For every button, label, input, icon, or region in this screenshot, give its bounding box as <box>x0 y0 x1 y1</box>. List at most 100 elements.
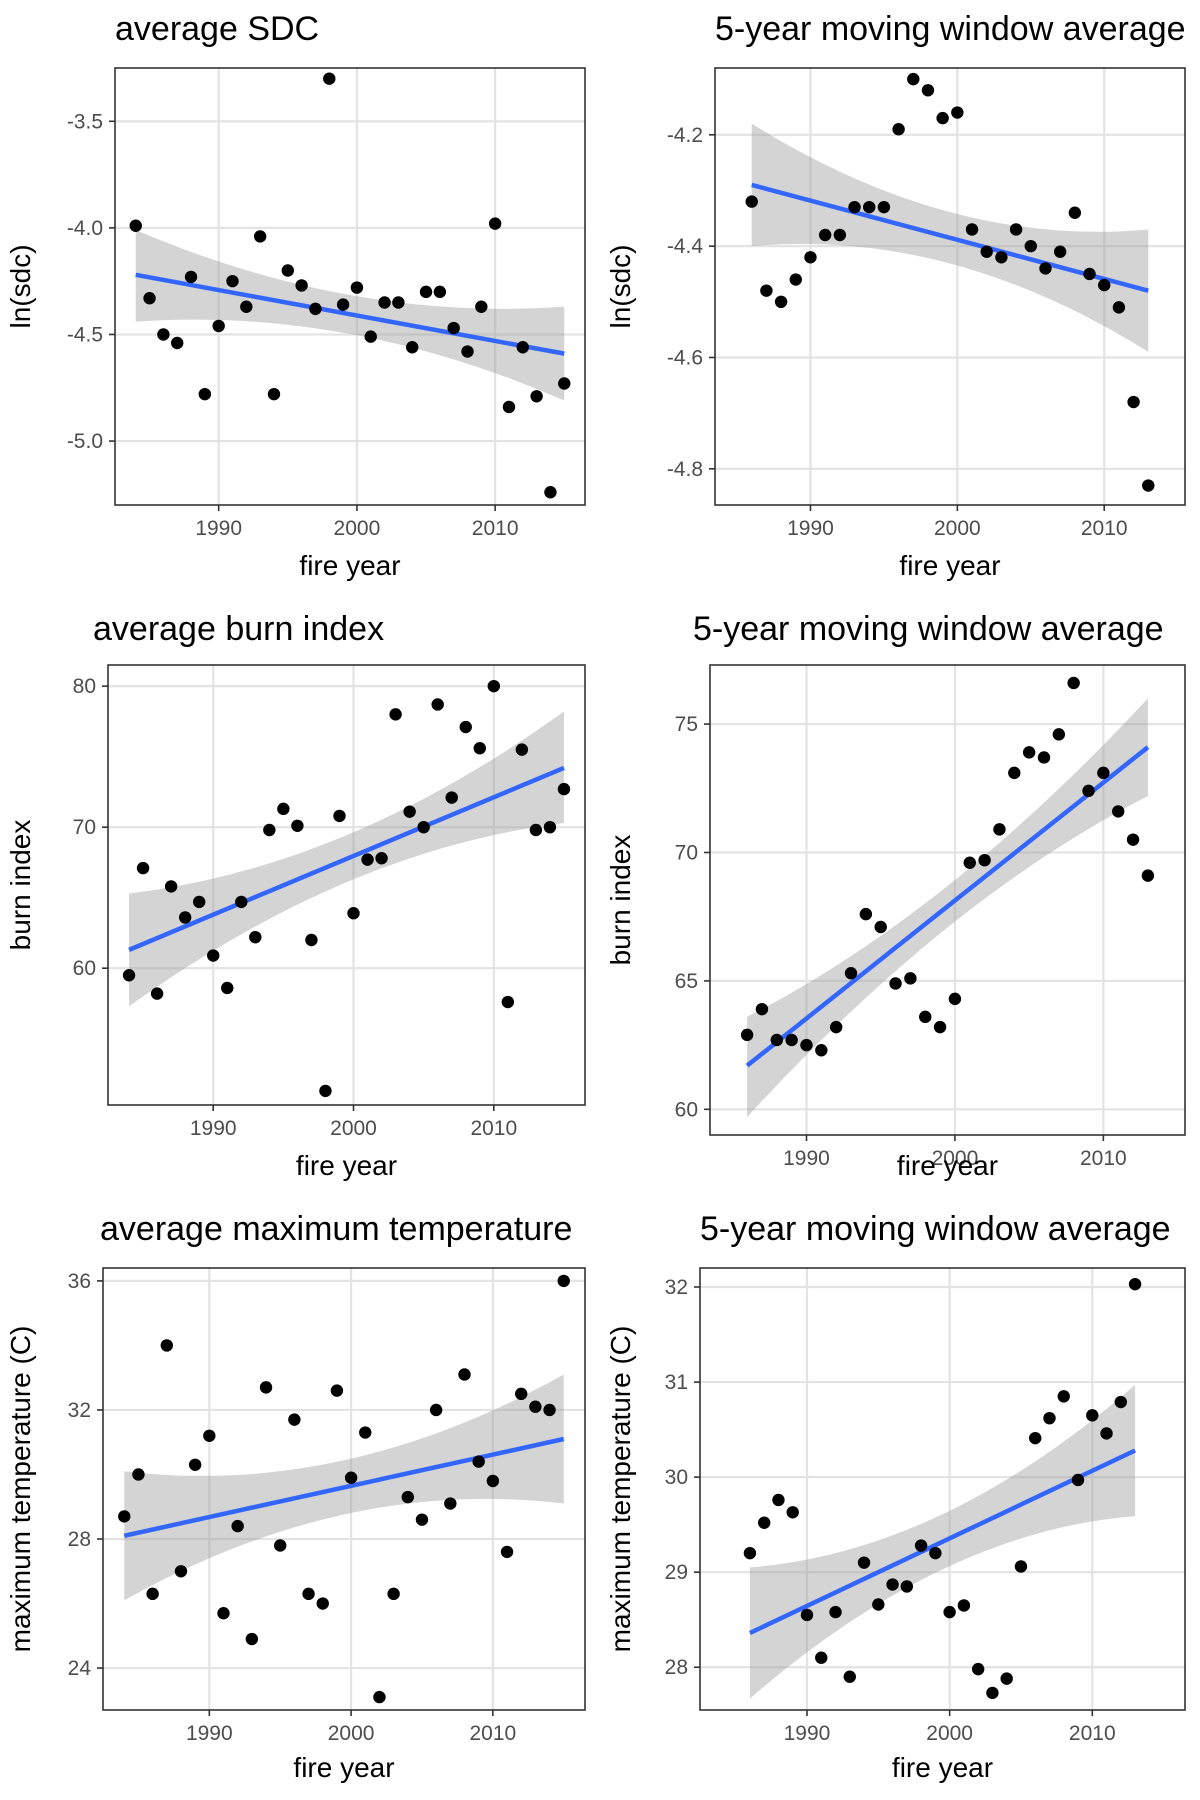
data-point <box>785 1033 798 1047</box>
data-points <box>122 679 571 1098</box>
data-point <box>188 1458 202 1472</box>
data-point <box>833 228 847 242</box>
data-point <box>336 298 350 311</box>
data-point <box>473 742 486 755</box>
chart-panel-2: 5-year moving window average 1990 2000 2010… <box>605 10 1186 581</box>
x-tick-label: 2010 <box>1069 1722 1116 1745</box>
x-axis-title: fire year <box>299 550 400 581</box>
y-tick-label: 24 <box>68 1657 92 1680</box>
data-point <box>277 802 290 816</box>
x-tick-label: 2010 <box>470 1117 517 1140</box>
chart-panel-3: average burn index 1990 2000 2010 60 70 80 fire… <box>5 610 586 1181</box>
data-point <box>417 820 430 834</box>
data-point <box>529 823 543 837</box>
grid <box>710 665 1185 1135</box>
panel-border <box>114 67 586 506</box>
data-point <box>516 341 529 354</box>
data-point <box>359 1426 372 1439</box>
chart-panel-4: 5-year moving window average 1990 2000 2010… <box>605 610 1186 1181</box>
data-point <box>1037 751 1051 764</box>
data-point <box>240 300 253 313</box>
x-tick-label: 2000 <box>328 1722 375 1745</box>
data-point <box>980 245 993 258</box>
data-point <box>347 907 360 920</box>
y-axis-title: ln(sdc) <box>605 244 636 328</box>
data-point <box>815 1651 828 1664</box>
data-point <box>129 219 142 232</box>
data-point <box>872 1598 885 1611</box>
data-point <box>1114 1395 1128 1409</box>
x-tick-label: 2010 <box>1081 517 1128 540</box>
data-point <box>118 1510 131 1523</box>
data-point <box>122 969 136 982</box>
data-point <box>914 1539 928 1552</box>
y-tick-label: 28 <box>665 1656 688 1679</box>
data-point <box>461 345 474 358</box>
y-tick-label: 70 <box>73 816 96 839</box>
data-point <box>178 911 192 924</box>
data-point <box>226 274 239 288</box>
data-point <box>217 1607 230 1620</box>
data-point <box>146 1587 159 1601</box>
data-point <box>433 285 447 299</box>
x-tick-label: 1990 <box>186 1722 233 1745</box>
data-point <box>1029 1431 1042 1445</box>
data-point <box>253 230 267 243</box>
data-point <box>259 1381 273 1394</box>
data-point <box>378 296 391 309</box>
data-point <box>361 853 374 866</box>
data-point <box>877 200 891 214</box>
data-point <box>487 679 501 693</box>
data-point <box>933 1020 947 1034</box>
data-point <box>316 1597 329 1610</box>
y-tick-label: 28 <box>68 1528 91 1551</box>
y-tick-label: 32 <box>68 1399 91 1422</box>
y-tick-label: 60 <box>73 957 96 980</box>
y-tick-label: 60 <box>675 1098 698 1121</box>
chart-title: 5-year moving window average <box>700 1210 1171 1248</box>
data-point <box>971 1662 985 1676</box>
data-point <box>429 1403 443 1417</box>
data-point <box>815 1044 828 1057</box>
data-point <box>164 880 178 893</box>
panel-border <box>102 1267 586 1711</box>
data-point <box>529 1400 542 1413</box>
trend-line <box>128 765 565 952</box>
data-point <box>755 1002 769 1016</box>
y-axis-title: maximum temperature (C) <box>605 1326 636 1653</box>
data-point <box>373 1690 386 1704</box>
data-points <box>740 676 1155 1057</box>
data-point <box>1043 1411 1056 1425</box>
data-point <box>403 805 416 818</box>
data-point <box>857 1556 871 1569</box>
data-point <box>843 1670 856 1683</box>
data-point <box>874 920 887 934</box>
data-point <box>515 743 529 756</box>
data-point <box>1014 1560 1028 1573</box>
data-point <box>323 72 336 85</box>
y-tick-label: -4.0 <box>67 217 103 240</box>
data-point <box>986 1686 999 1700</box>
grid <box>715 68 1185 505</box>
data-point <box>740 1028 754 1042</box>
data-point <box>1068 206 1082 219</box>
data-point <box>543 820 557 834</box>
trend-line <box>745 745 1150 1068</box>
y-tick-label: -3.5 <box>67 110 103 133</box>
data-point <box>1126 833 1140 846</box>
data-point <box>1086 1409 1099 1422</box>
data-point <box>1128 1277 1142 1291</box>
data-point <box>132 1468 145 1481</box>
x-tick-label: 2010 <box>469 1722 516 1745</box>
panel-border <box>107 664 586 1106</box>
data-point <box>375 852 388 865</box>
data-point <box>919 1010 932 1024</box>
y-tick-label: 31 <box>665 1371 688 1394</box>
data-point <box>818 228 832 242</box>
data-point <box>1112 805 1125 818</box>
x-tick-label: 2010 <box>472 517 519 540</box>
chart-panel-1: average SDC 1990 2000 2010 -5.0 -4.5 -4.0 -3.5 f… <box>5 10 586 581</box>
data-point <box>995 251 1008 264</box>
data-point <box>1053 245 1067 258</box>
data-point <box>415 1513 429 1526</box>
